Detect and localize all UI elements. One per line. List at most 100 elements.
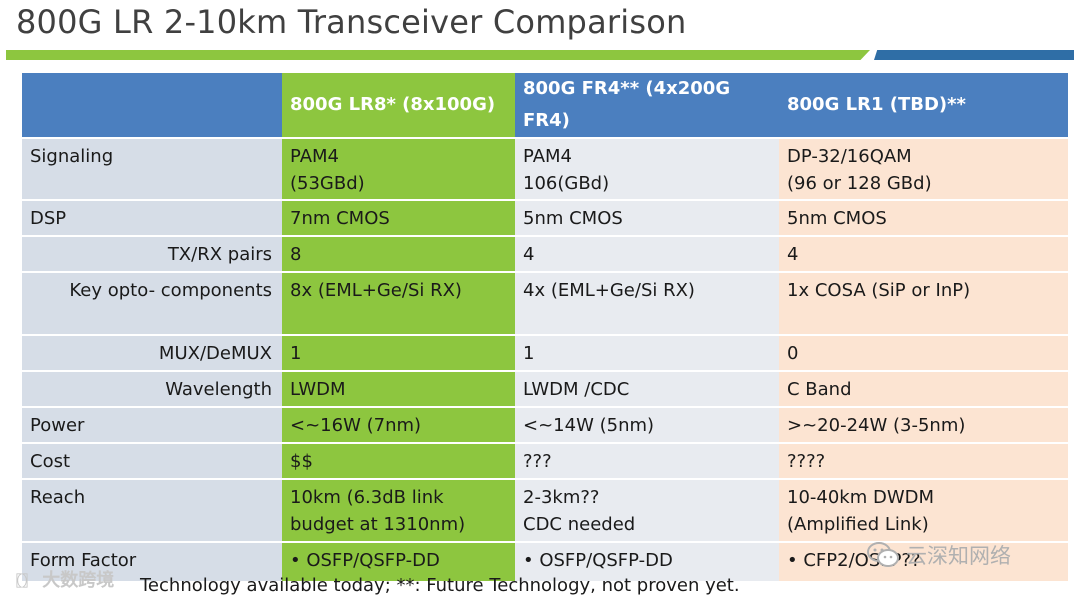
cell-line: (Amplified Link)	[787, 514, 929, 535]
cell-lr8: 8x (EML+Ge/Si RX)	[282, 272, 515, 336]
cell-lr8: 10km (6.3dB link budget at 1310nm)	[282, 479, 515, 543]
row-label: Reach	[22, 479, 282, 543]
cell-line: 10km (6.3dB link	[290, 487, 444, 508]
cell-fr4: • OSFP/QSFP-DD	[515, 542, 779, 583]
cell-line: 4	[523, 244, 535, 265]
cell-content: 7nm CMOS	[290, 201, 507, 232]
row-label: Form Factor	[22, 542, 282, 583]
cell-lr1: 5nm CMOS	[779, 200, 1068, 237]
cell-line: 4x (EML+Ge/Si RX)	[523, 280, 695, 301]
table-row: MUX/DeMUX 1 1 0	[22, 335, 1068, 372]
table-row: Cost $$???????	[22, 443, 1068, 480]
row-label: Power	[22, 407, 282, 444]
cell-lr1: DP-32/16QAM (96 or 128 GBd)	[779, 138, 1068, 201]
cell-line: DP-32/16QAM	[787, 146, 912, 167]
cell-content: 4x (EML+Ge/Si RX)	[523, 273, 771, 304]
cell-fr4: 2-3km?? CDC needed	[515, 479, 779, 543]
table-row: TX/RX pairs 8 4 4	[22, 236, 1068, 273]
cell-content: 4	[787, 237, 1060, 268]
cell-content: LWDM	[290, 372, 507, 403]
row-label-text: Form Factor	[30, 550, 137, 571]
watermark-right: 云深知网络	[866, 540, 1011, 570]
cell-content: 10-40km DWDM (Amplified Link)	[787, 480, 1060, 538]
row-label: Key opto- components	[22, 272, 282, 336]
watermark-right-text: 云深知网络	[906, 544, 1011, 568]
cell-line: LWDM	[290, 379, 346, 400]
cell-line: 2-3km??	[523, 487, 600, 508]
cell-lr1: ????	[779, 443, 1068, 480]
cell-content: <~16W (7nm)	[290, 408, 507, 439]
cell-fr4: LWDM /CDC	[515, 371, 779, 408]
cell-line: 1	[523, 343, 535, 364]
title-underline-green	[6, 50, 870, 60]
cell-fr4: 4x (EML+Ge/Si RX)	[515, 272, 779, 336]
cell-lr8: 7nm CMOS	[282, 200, 515, 237]
cell-line: <~16W (7nm)	[290, 415, 422, 436]
header-cell-empty	[22, 73, 282, 139]
cell-line: 8x (EML+Ge/Si RX)	[290, 280, 462, 301]
table-row: Wavelength LWDM LWDM /CDC C Band	[22, 371, 1068, 408]
cell-line: 10-40km DWDM	[787, 487, 935, 508]
cell-lr8: LWDM	[282, 371, 515, 408]
cell-lr1: 4	[779, 236, 1068, 273]
row-label: TX/RX pairs	[22, 236, 282, 273]
cell-fr4: 5nm CMOS	[515, 200, 779, 237]
row-label-text: Power	[30, 415, 85, 436]
header-cell-lr8: 800G LR8* (8x100G)	[282, 73, 515, 139]
watermark-left: 〖〗 大数跨境	[8, 566, 114, 592]
cell-fr4: ???	[515, 443, 779, 480]
table-header-row: 800G LR8* (8x100G) 800G FR4** (4x200G FR…	[22, 73, 1068, 139]
cell-line: 5nm CMOS	[523, 208, 623, 229]
row-label-text: MUX/DeMUX	[158, 343, 272, 364]
cell-line: $$	[290, 451, 313, 472]
cell-lr8: PAM4 (53GBd)	[282, 138, 515, 201]
cell-line: <~14W (5nm)	[523, 415, 655, 436]
cell-line: 1x COSA (SiP or InP)	[787, 280, 971, 301]
row-label-text: Key opto- components	[69, 280, 272, 301]
cell-fr4: 1	[515, 335, 779, 372]
cell-fr4: 4	[515, 236, 779, 273]
row-label-text: TX/RX pairs	[167, 244, 272, 265]
cell-fr4: PAM4 106(GBd)	[515, 138, 779, 201]
comparison-table: 800G LR8* (8x100G) 800G FR4** (4x200G FR…	[22, 73, 1068, 583]
cell-lr1: 10-40km DWDM (Amplified Link)	[779, 479, 1068, 543]
cell-line: PAM4	[523, 146, 572, 167]
row-label: DSP	[22, 200, 282, 237]
cell-content: 1	[523, 336, 771, 367]
cell-line: 4	[787, 244, 799, 265]
cell-lr1: 0	[779, 335, 1068, 372]
row-label-text: DSP	[30, 208, 67, 229]
cell-content: PAM4 (53GBd)	[290, 139, 507, 197]
row-label: Signaling	[22, 138, 282, 201]
cell-content: • OSFP/QSFP-DD	[290, 543, 507, 574]
cell-line: >~20-24W (3-5nm)	[787, 415, 966, 436]
watermark-logo-icon: 〖〗	[8, 574, 36, 590]
cell-line: 7nm CMOS	[290, 208, 390, 229]
cell-lr8: 1	[282, 335, 515, 372]
cell-line: (96 or 128 GBd)	[787, 173, 932, 194]
cell-content: 0	[787, 336, 1060, 367]
cell-lr8: $$	[282, 443, 515, 480]
cell-content: ????	[787, 444, 1060, 475]
cell-content: 1x COSA (SiP or InP)	[787, 273, 1060, 304]
cell-line: (53GBd)	[290, 173, 365, 194]
cell-content: 4	[523, 237, 771, 268]
table-row: DSP 7nm CMOS 5nm CMOS 5nm CMOS	[22, 200, 1068, 237]
cell-line: 8	[290, 244, 302, 265]
cell-lr8: <~16W (7nm)	[282, 407, 515, 444]
cell-lr1: 1x COSA (SiP or InP)	[779, 272, 1068, 336]
cell-content: • OSFP/QSFP-DD	[523, 543, 771, 574]
cell-lr8: • OSFP/QSFP-DD	[282, 542, 515, 583]
cell-line: C Band	[787, 379, 852, 400]
footnote: Technology available today; **: Future T…	[140, 575, 740, 596]
cell-content: 1	[290, 336, 507, 367]
cell-lr8: 8	[282, 236, 515, 273]
cell-line: 0	[787, 343, 799, 364]
row-label-text: Wavelength	[165, 379, 272, 400]
header-cell-lr1: 800G LR1 (TBD)**	[779, 73, 1068, 139]
cell-line: • OSFP/QSFP-DD	[523, 550, 673, 571]
title-underline-blue	[874, 50, 1074, 60]
cell-line: 1	[290, 343, 302, 364]
cell-line: PAM4	[290, 146, 339, 167]
page-title: 800G LR 2-10km Transceiver Comparison	[16, 3, 687, 41]
